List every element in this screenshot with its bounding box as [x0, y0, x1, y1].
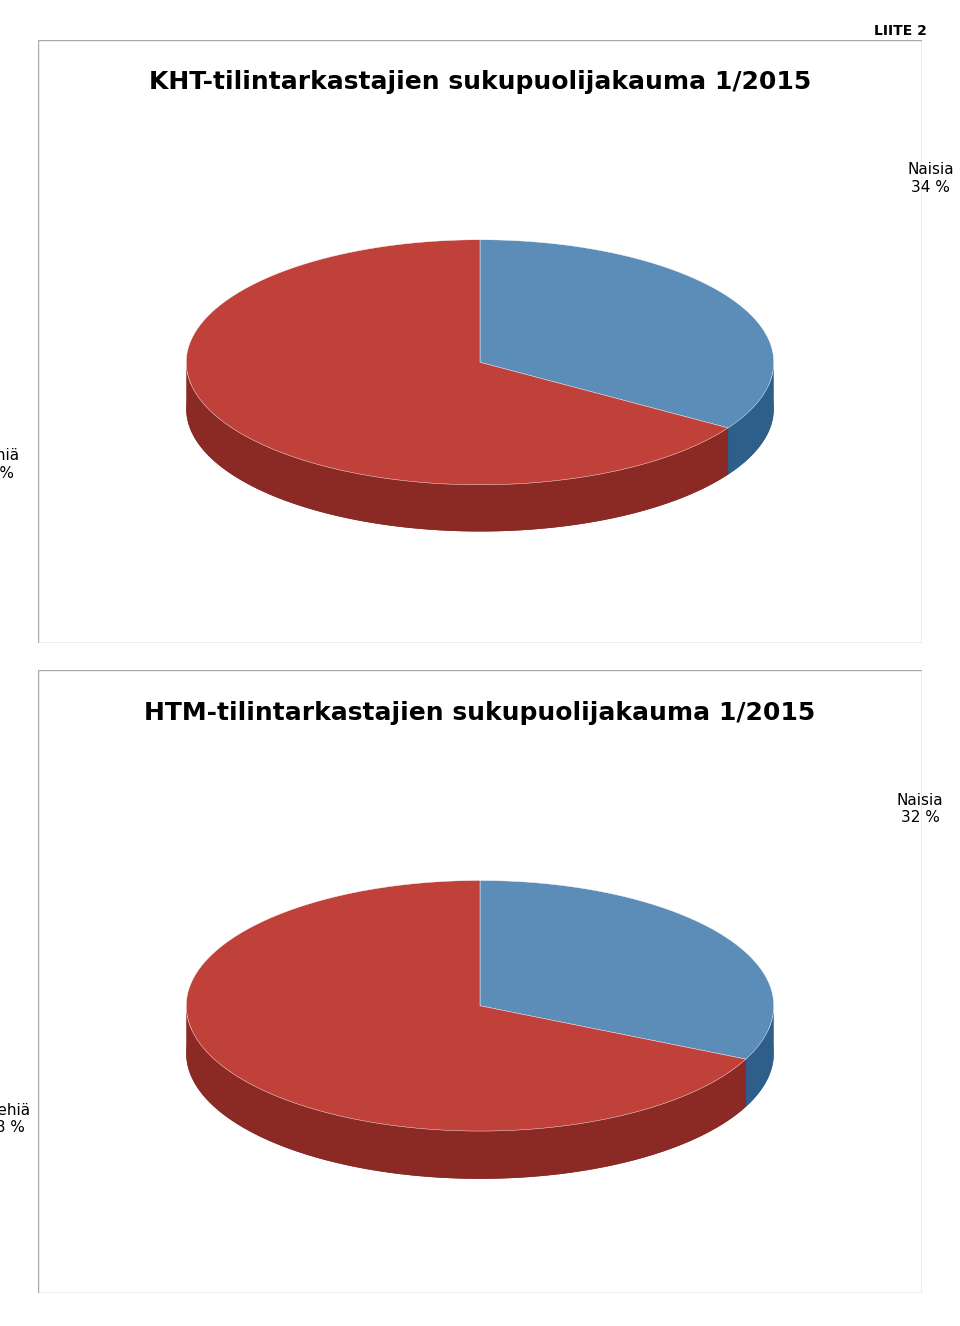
Polygon shape — [746, 1006, 774, 1107]
Polygon shape — [480, 362, 728, 475]
Polygon shape — [186, 880, 746, 1131]
Polygon shape — [728, 362, 774, 475]
Text: HTM-tilintarkastajien sukupuolijakauma 1/2015: HTM-tilintarkastajien sukupuolijakauma 1… — [144, 700, 816, 725]
FancyBboxPatch shape — [38, 40, 922, 643]
Polygon shape — [480, 286, 774, 475]
Polygon shape — [480, 362, 728, 475]
Text: Miehiä
66 %: Miehiä 66 % — [0, 448, 20, 480]
Polygon shape — [480, 928, 774, 1107]
Text: LIITE 2: LIITE 2 — [874, 24, 926, 38]
Text: Naisia
32 %: Naisia 32 % — [897, 793, 944, 825]
Text: KHT-tilintarkastajien sukupuolijakauma 1/2015: KHT-tilintarkastajien sukupuolijakauma 1… — [149, 70, 811, 94]
Polygon shape — [480, 1005, 746, 1107]
Polygon shape — [186, 928, 746, 1179]
Polygon shape — [480, 240, 774, 428]
FancyBboxPatch shape — [38, 670, 922, 1293]
Text: Miehiä
68 %: Miehiä 68 % — [0, 1103, 31, 1135]
Polygon shape — [186, 1006, 746, 1179]
Polygon shape — [186, 240, 728, 485]
Text: Naisia
34 %: Naisia 34 % — [907, 162, 954, 195]
Polygon shape — [186, 286, 728, 532]
Polygon shape — [480, 1005, 746, 1107]
Polygon shape — [480, 880, 774, 1059]
Polygon shape — [186, 362, 728, 532]
